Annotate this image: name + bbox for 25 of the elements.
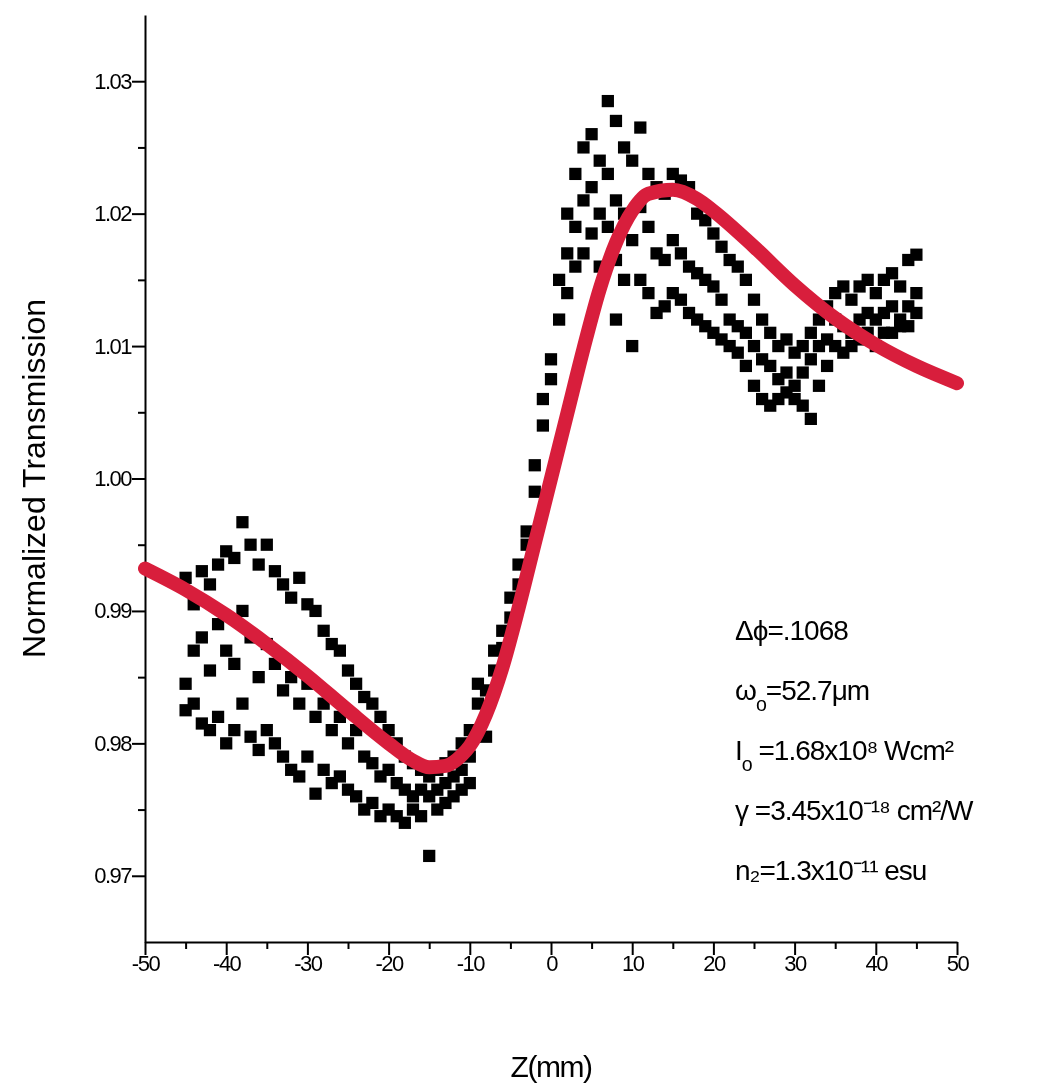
- x-tick-label: 10: [621, 951, 645, 977]
- annotation: I$_{o}$ =1.68x10⁸ Wcm²: [735, 735, 954, 775]
- x-axis-title: Z(mm): [510, 1050, 592, 1083]
- y-tick-label: 0.98: [94, 730, 133, 756]
- x-tick-label: 40: [865, 951, 889, 977]
- x-tick-label: -50: [131, 951, 161, 977]
- y-tick-label: 1.00: [94, 466, 133, 492]
- x-tick-label: -10: [456, 951, 486, 977]
- y-tick-label: 0.97: [94, 863, 133, 889]
- annotation: ω$_{o}$=52.7μm: [735, 675, 870, 715]
- x-tick-label: -40: [213, 951, 242, 977]
- annotation: n₂=1.3x10⁻¹¹ esu: [735, 855, 927, 886]
- y-tick-label: 1.01: [94, 333, 133, 359]
- y-tick-label: 1.02: [94, 201, 133, 227]
- x-tick-label: 0: [546, 951, 559, 977]
- x-tick-label: 30: [784, 951, 808, 977]
- annotation: Δϕ=.1068: [735, 615, 849, 646]
- y-axis-title: Normalized Transmission: [16, 298, 52, 659]
- x-tick-label: -30: [294, 951, 323, 977]
- x-tick-label: 50: [946, 951, 970, 977]
- x-tick-label: -20: [375, 951, 405, 977]
- y-tick-label: 1.03: [94, 68, 133, 94]
- y-tick-label: 0.99: [94, 598, 133, 624]
- annotation: γ =3.45x10⁻¹⁸ cm²/W: [735, 795, 975, 826]
- x-tick-label: 20: [703, 951, 726, 977]
